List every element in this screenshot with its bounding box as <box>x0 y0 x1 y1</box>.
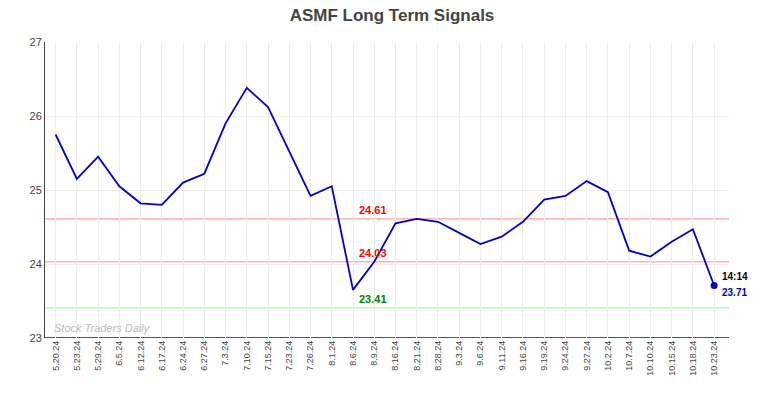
svg-text:7.15.24: 7.15.24 <box>263 341 273 371</box>
svg-text:10.23.24: 10.23.24 <box>709 341 719 376</box>
svg-text:9.27.24: 9.27.24 <box>582 341 592 371</box>
svg-text:8.9.24: 8.9.24 <box>369 341 379 366</box>
svg-text:24.61: 24.61 <box>359 204 387 216</box>
svg-text:10.7.24: 10.7.24 <box>624 341 634 371</box>
svg-text:7.10.24: 7.10.24 <box>242 341 252 371</box>
svg-text:9.6.24: 9.6.24 <box>475 341 485 366</box>
svg-text:8.1.24: 8.1.24 <box>327 341 337 366</box>
svg-text:9.19.24: 9.19.24 <box>539 341 549 371</box>
svg-text:7.26.24: 7.26.24 <box>305 341 315 371</box>
svg-text:6.12.24: 6.12.24 <box>136 341 146 371</box>
svg-text:9.24.24: 9.24.24 <box>560 341 570 371</box>
svg-text:9.11.24: 9.11.24 <box>497 341 507 370</box>
svg-text:5.29.24: 5.29.24 <box>93 341 103 371</box>
svg-text:8.21.24: 8.21.24 <box>412 341 422 371</box>
svg-text:24: 24 <box>30 258 42 270</box>
svg-text:6.17.24: 6.17.24 <box>157 341 167 371</box>
svg-text:9.16.24: 9.16.24 <box>518 341 528 371</box>
svg-text:23.71: 23.71 <box>722 287 747 298</box>
svg-text:5.20.24: 5.20.24 <box>51 341 61 371</box>
svg-text:23.41: 23.41 <box>359 293 387 305</box>
svg-text:10.10.24: 10.10.24 <box>645 341 655 376</box>
svg-text:23: 23 <box>30 332 42 344</box>
svg-text:9.3.24: 9.3.24 <box>454 341 464 366</box>
svg-text:8.6.24: 8.6.24 <box>348 341 358 366</box>
svg-text:6.27.24: 6.27.24 <box>199 341 209 371</box>
svg-text:10.2.24: 10.2.24 <box>603 341 613 371</box>
svg-text:ASMF Long Term Signals: ASMF Long Term Signals <box>290 6 495 25</box>
svg-text:6.24.24: 6.24.24 <box>178 341 188 371</box>
svg-text:26: 26 <box>30 110 42 122</box>
svg-text:14:14: 14:14 <box>722 271 748 282</box>
svg-text:10.18.24: 10.18.24 <box>688 341 698 376</box>
svg-text:6.5.24: 6.5.24 <box>114 341 124 366</box>
svg-text:Stock Traders Daily: Stock Traders Daily <box>54 322 151 334</box>
svg-text:8.28.24: 8.28.24 <box>433 341 443 371</box>
svg-text:24.03: 24.03 <box>359 247 387 259</box>
svg-text:7.3.24: 7.3.24 <box>220 341 230 366</box>
svg-text:8.16.24: 8.16.24 <box>390 341 400 371</box>
svg-text:27: 27 <box>30 36 42 48</box>
svg-text:7.23.24: 7.23.24 <box>284 341 294 371</box>
svg-text:25: 25 <box>30 184 42 196</box>
svg-text:10.15.24: 10.15.24 <box>667 341 677 376</box>
svg-text:5.23.24: 5.23.24 <box>72 341 82 371</box>
